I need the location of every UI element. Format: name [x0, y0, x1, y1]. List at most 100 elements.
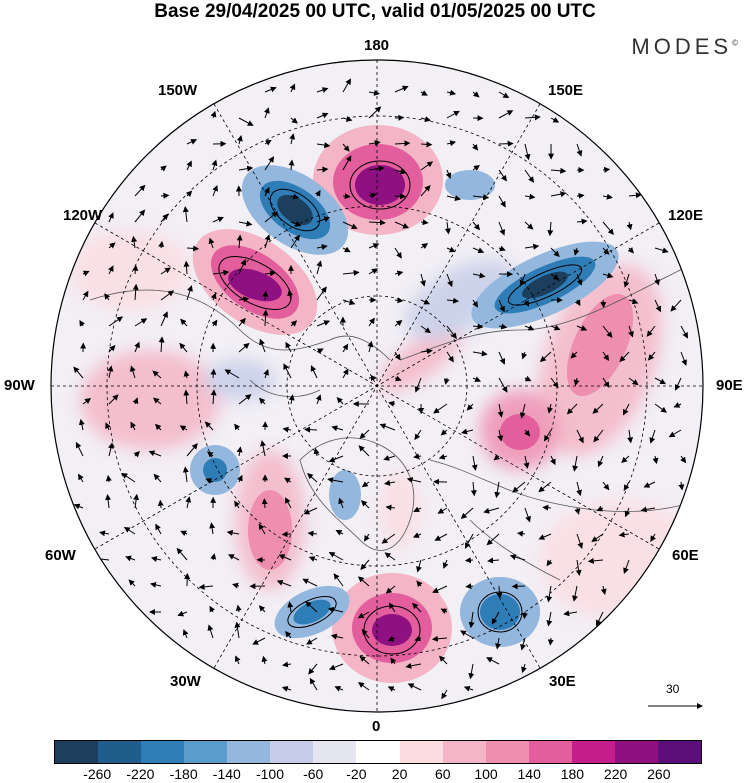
wind-vector — [524, 507, 531, 523]
wind-vector — [179, 425, 188, 432]
wind-vector — [183, 260, 190, 275]
wind-vector — [260, 440, 266, 457]
wind-vector — [307, 530, 318, 537]
wind-vector — [368, 317, 375, 327]
wind-vector — [619, 351, 630, 363]
wind-vector — [316, 286, 327, 301]
wind-vector — [130, 421, 136, 431]
wind-vector — [498, 377, 508, 393]
colorbar-tick-label: 100 — [474, 766, 498, 782]
wind-vector — [262, 309, 269, 327]
wind-vector — [416, 580, 423, 588]
colorbar-tick-label: 180 — [560, 766, 585, 782]
wind-vector — [358, 445, 370, 457]
colorbar-segment — [184, 741, 228, 763]
wind-vector — [264, 156, 275, 171]
wind-vector — [443, 377, 450, 385]
wind-vector — [432, 585, 448, 593]
wind-vector — [78, 418, 85, 431]
wind-vector — [385, 504, 396, 511]
colorbar-segment — [313, 741, 357, 763]
wind-vector — [288, 394, 295, 405]
wind-vector — [232, 582, 240, 589]
wind-vector — [574, 299, 581, 307]
wind-vector — [498, 245, 506, 252]
wind-vector — [472, 221, 481, 231]
wind-vector — [210, 292, 217, 301]
wind-vector — [602, 272, 614, 279]
wind-vector — [472, 350, 488, 357]
wind-vector — [360, 500, 370, 509]
wind-vector — [289, 83, 296, 93]
wind-vector — [327, 477, 344, 484]
wind-vector — [524, 429, 531, 437]
wind-vector — [624, 507, 631, 518]
wind-vector — [597, 455, 604, 468]
wind-vector — [461, 428, 474, 435]
wind-vector — [460, 507, 474, 519]
wind-vector — [379, 423, 396, 431]
wind-vector — [623, 403, 630, 416]
wind-vector — [602, 325, 613, 338]
wind-vector — [210, 553, 217, 561]
wind-vector — [290, 221, 302, 227]
wind-vector — [132, 264, 139, 275]
wind-vector — [357, 682, 370, 691]
wind-vector — [342, 246, 351, 253]
colorbar-segment — [442, 741, 486, 763]
wind-vector — [281, 686, 292, 692]
wind-vector — [498, 195, 506, 208]
wind-vector — [596, 611, 604, 627]
wind-vector — [209, 522, 216, 535]
wind-vector — [73, 503, 84, 510]
wind-vector — [363, 533, 370, 542]
wind-vector — [487, 557, 500, 564]
wind-vector — [570, 351, 578, 359]
wind-vector — [550, 247, 560, 258]
wind-vector — [498, 323, 508, 330]
wind-vector — [262, 290, 269, 301]
wind-vector — [131, 235, 138, 249]
coastlines — [89, 259, 701, 581]
wind-vector — [512, 481, 526, 493]
wind-vector — [238, 317, 246, 327]
wind-vector — [368, 140, 381, 146]
wind-vector — [186, 285, 193, 301]
wind-vector — [647, 351, 656, 361]
wind-vector — [497, 429, 504, 442]
wind-vector — [176, 547, 188, 561]
wind-vector — [368, 89, 380, 96]
wind-vector — [468, 663, 475, 680]
lon-label-180: 180 — [364, 37, 390, 54]
wind-vector — [368, 243, 380, 249]
wind-vector — [420, 116, 431, 123]
wind-vector — [550, 167, 567, 174]
wind-vector — [160, 165, 167, 172]
graticule — [51, 60, 703, 712]
wind-vector — [600, 585, 607, 595]
wind-vector — [121, 472, 136, 483]
lon-label-120w: 120W — [63, 207, 103, 224]
wind-vector — [420, 185, 431, 197]
colorbar-segment — [98, 741, 142, 763]
wind-vector — [414, 377, 422, 393]
wind-vector — [99, 530, 110, 537]
wind-vector — [602, 377, 610, 388]
wind-vector — [303, 507, 318, 515]
wind-vector — [342, 299, 356, 306]
wind-vector — [524, 143, 531, 161]
wind-vector — [596, 505, 604, 512]
wind-vector — [446, 273, 453, 288]
wind-vector — [576, 325, 588, 331]
wind-vector — [342, 221, 358, 229]
wind-vector — [394, 85, 409, 93]
wind-vector — [342, 343, 349, 353]
wind-vector — [412, 602, 422, 613]
wind-vector — [654, 247, 669, 254]
wind-vector — [670, 299, 682, 312]
wind-vector — [440, 608, 448, 615]
wind-vector — [128, 579, 136, 587]
wind-vector — [105, 494, 112, 509]
wind-vector — [327, 606, 344, 613]
colorbar-tick-label: 20 — [391, 766, 408, 782]
